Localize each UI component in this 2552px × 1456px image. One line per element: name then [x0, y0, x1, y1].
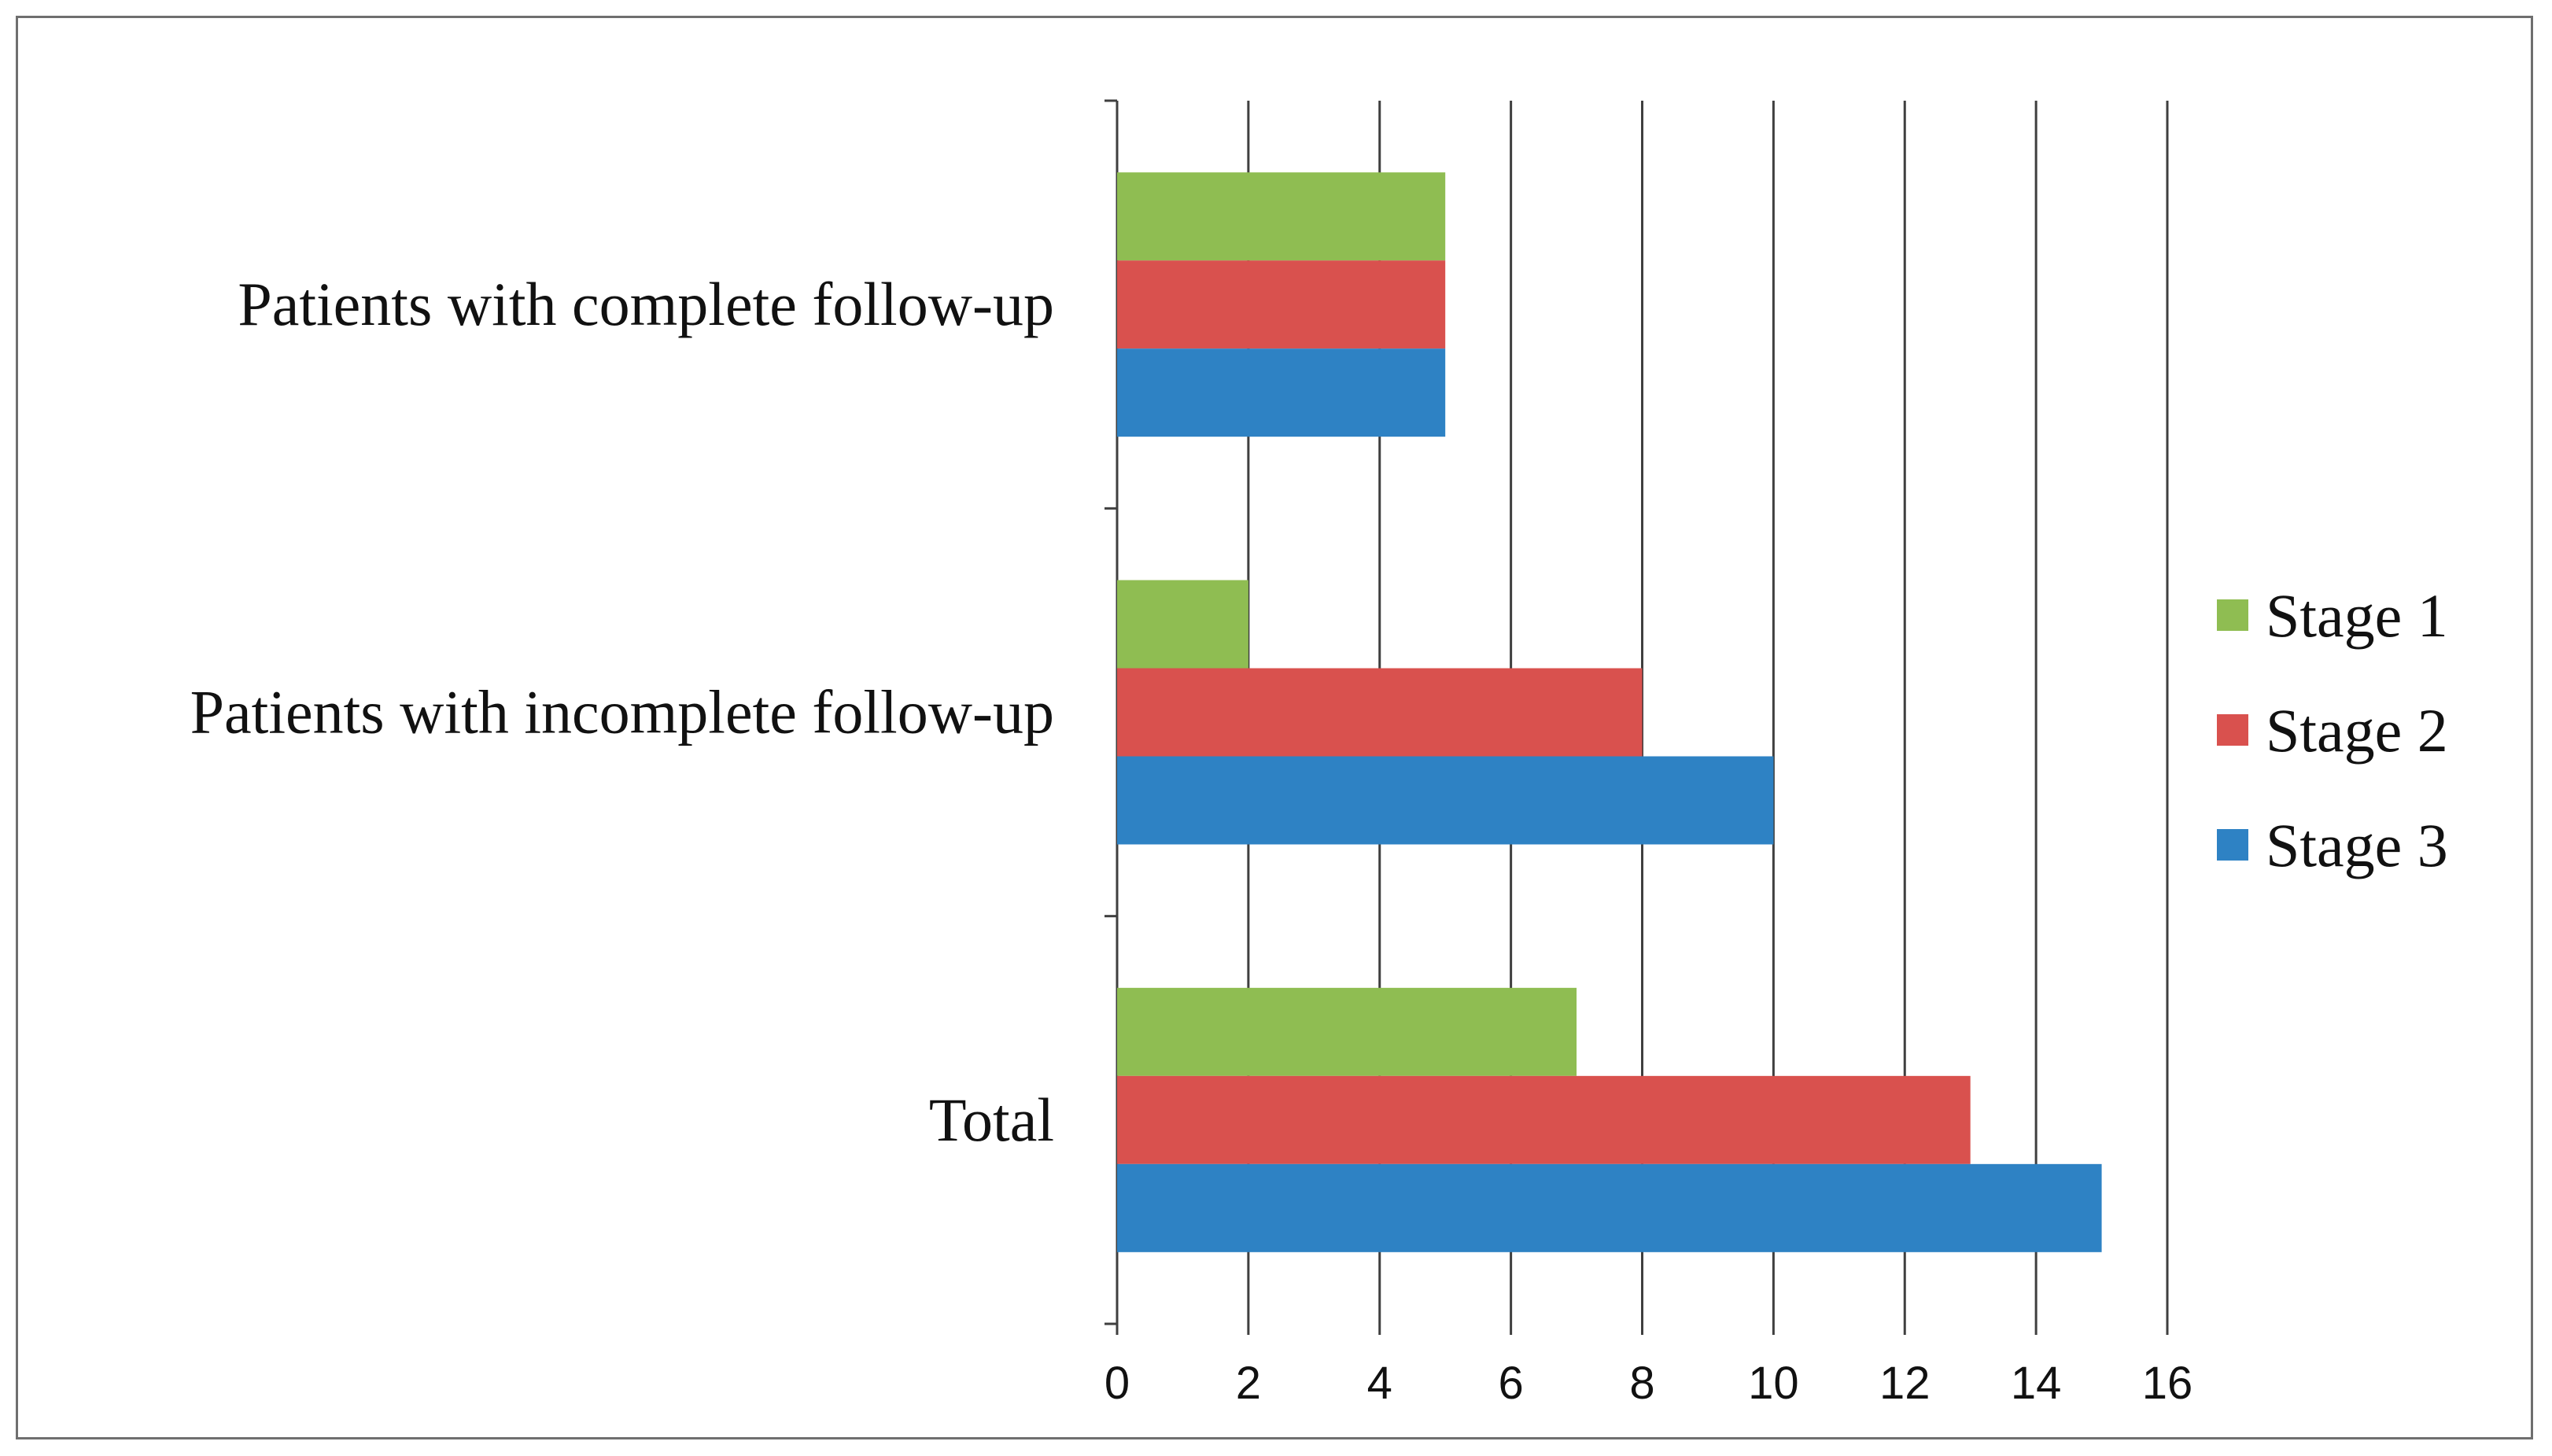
- x-tick-label: 10: [1748, 1358, 1799, 1409]
- category-label: Patients with complete follow-up: [238, 270, 1054, 338]
- x-tick-label: 4: [1367, 1358, 1392, 1409]
- x-tick-label: 6: [1498, 1358, 1523, 1409]
- bar-stage-1-2: [1117, 987, 1577, 1076]
- bar-stage-1-1: [1117, 580, 1248, 669]
- x-tick-label: 8: [1629, 1358, 1654, 1409]
- x-tick-label: 2: [1236, 1358, 1261, 1409]
- legend-swatch-stage-1: [2217, 599, 2248, 631]
- bar-stage-3-1: [1117, 756, 1774, 845]
- x-tick-label: 16: [2142, 1358, 2193, 1409]
- bar-stage-1-0: [1117, 172, 1446, 261]
- x-tick-label: 12: [1879, 1358, 1931, 1409]
- legend: Stage 1 Stage 2 Stage 3: [2217, 581, 2448, 879]
- bar-stage-3-0: [1117, 348, 1446, 437]
- legend-swatch-stage-2: [2217, 714, 2248, 746]
- x-tick-label: 14: [2011, 1358, 2062, 1409]
- category-label: Total: [929, 1086, 1054, 1154]
- labels: 0 2 4 6 8 10 12 14 16 Patients with complete foll…: [190, 270, 2193, 1409]
- legend-label: Stage 2: [2266, 696, 2448, 765]
- legend-label: Stage 1: [2266, 581, 2448, 650]
- bar-stage-2-1: [1117, 668, 1643, 757]
- legend-swatch-stage-3: [2217, 829, 2248, 861]
- x-tick-label: 0: [1105, 1358, 1130, 1409]
- bar-stage-2-0: [1117, 260, 1446, 349]
- legend-label: Stage 3: [2266, 811, 2448, 879]
- bars: [1117, 172, 2102, 1252]
- bar-stage-3-2: [1117, 1163, 2102, 1252]
- bar-stage-2-2: [1117, 1075, 1971, 1164]
- category-label: Patients with incomplete follow-up: [190, 678, 1054, 746]
